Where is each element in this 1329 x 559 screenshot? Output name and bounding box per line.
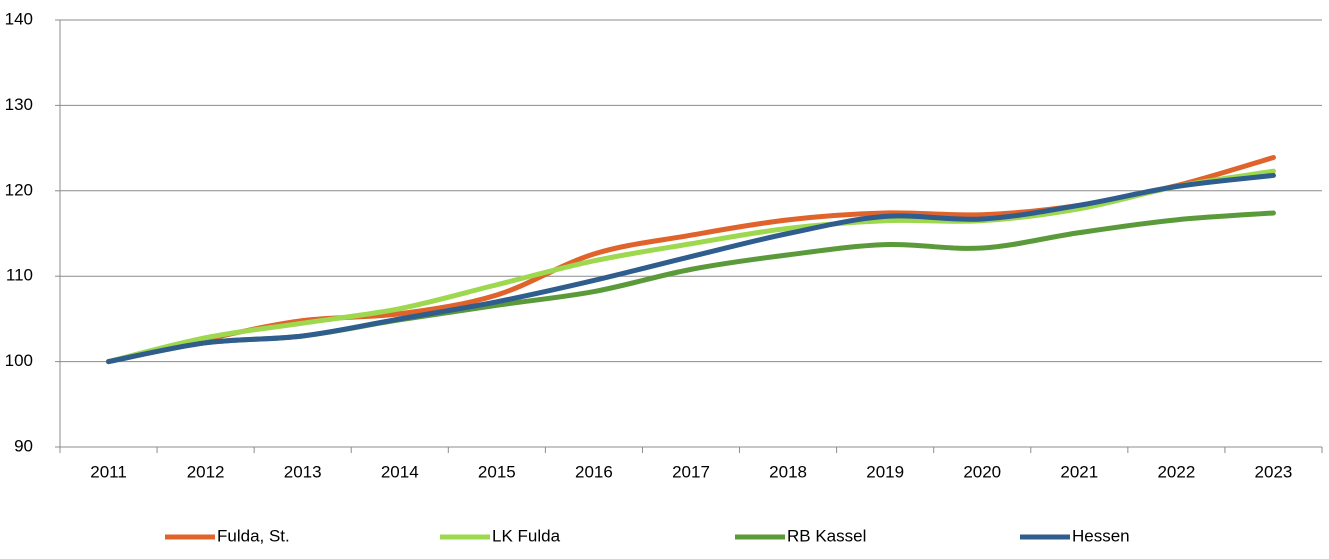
legend-label: LK Fulda (492, 526, 561, 545)
legend-label: Hessen (1072, 526, 1130, 545)
y-tick-label: 140 (5, 9, 33, 28)
x-tick-label: 2017 (672, 462, 710, 481)
x-tick-label: 2023 (1255, 462, 1293, 481)
x-tick-label: 2015 (478, 462, 516, 481)
x-tick-label: 2019 (866, 462, 904, 481)
legend-label: Fulda, St. (217, 526, 290, 545)
x-tick-label: 2021 (1060, 462, 1098, 481)
y-tick-label: 110 (6, 266, 33, 285)
x-tick-label: 2016 (575, 462, 613, 481)
line-series (106, 168, 1276, 365)
x-tick-label: 2012 (187, 462, 225, 481)
y-tick-label: 120 (5, 180, 33, 199)
x-tick-label: 2018 (769, 462, 807, 481)
x-tick-label: 2014 (381, 462, 419, 481)
y-tick-label: 130 (5, 95, 33, 114)
y-tick-label: 100 (5, 351, 33, 370)
x-tick-label: 2020 (963, 462, 1001, 481)
y-tick-label: 90 (14, 436, 33, 455)
x-tick-label: 2013 (284, 462, 322, 481)
legend-label: RB Kassel (787, 526, 866, 545)
x-tick-label: 2011 (90, 462, 127, 481)
line-series (106, 154, 1276, 365)
line-series (106, 172, 1276, 365)
x-tick-label: 2022 (1157, 462, 1195, 481)
